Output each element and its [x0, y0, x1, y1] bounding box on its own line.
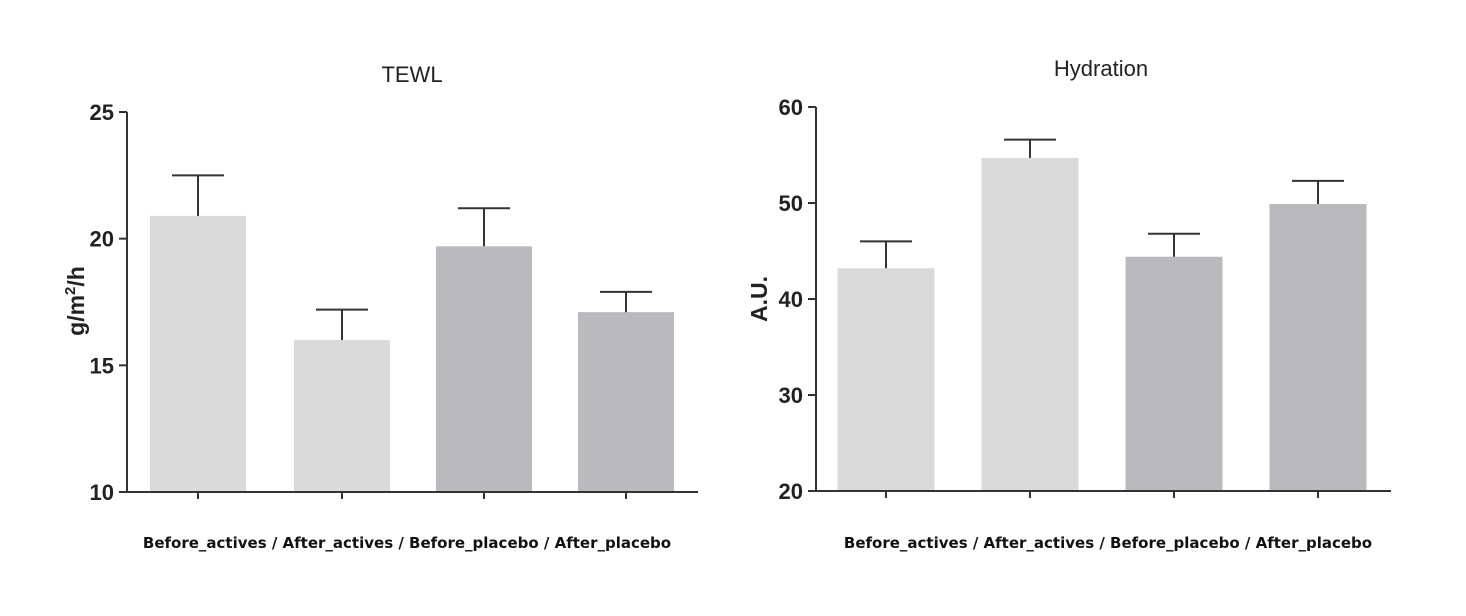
tewl-bar-before-placebo — [436, 246, 532, 492]
tewl-chart-title: TEWL — [381, 62, 442, 87]
tewl-y-tick-label: 25 — [90, 100, 114, 125]
hydration-y-tick-label: 40 — [779, 287, 803, 312]
tewl-y-axis-label: g/m2/h — [62, 266, 89, 336]
hydration-chart: Hydration A.U. Before_actives / After_ac… — [746, 56, 1391, 552]
tewl-y-axis-label-sup: 2 — [62, 287, 79, 295]
tewl-bar-after-actives — [294, 340, 390, 492]
hydration-y-tick-label: 50 — [779, 191, 803, 216]
hydration-y-tick-label: 60 — [779, 95, 803, 120]
tewl-chart: TEWL g/m2/h Before_actives / After_activ… — [62, 62, 698, 552]
tewl-x-caption: Before_actives / After_actives / Before_… — [143, 534, 671, 552]
tewl-y-axis-label-base: g/m — [63, 295, 89, 336]
hydration-x-caption: Before_actives / After_actives / Before_… — [844, 534, 1372, 552]
hydration-y-axis-label: A.U. — [746, 276, 772, 322]
tewl-y-tick-label: 15 — [90, 353, 114, 378]
hydration-bar-after-actives — [981, 157, 1079, 491]
hydration-y-tick-label: 30 — [779, 383, 803, 408]
tewl-y-tick-label: 10 — [90, 480, 114, 505]
tewl-y-tick-label: 20 — [90, 227, 114, 252]
hydration-bar-after-placebo — [1269, 203, 1367, 491]
hydration-y-tick-label: 20 — [779, 479, 803, 504]
hydration-bar-before-actives — [837, 268, 935, 491]
tewl-bar-after-placebo — [578, 312, 674, 492]
tewl-bar-before-actives — [150, 215, 246, 492]
hydration-chart-title: Hydration — [1054, 56, 1148, 81]
hydration-bar-before-placebo — [1125, 256, 1223, 491]
tewl-y-axis-label-tail: /h — [63, 266, 89, 286]
